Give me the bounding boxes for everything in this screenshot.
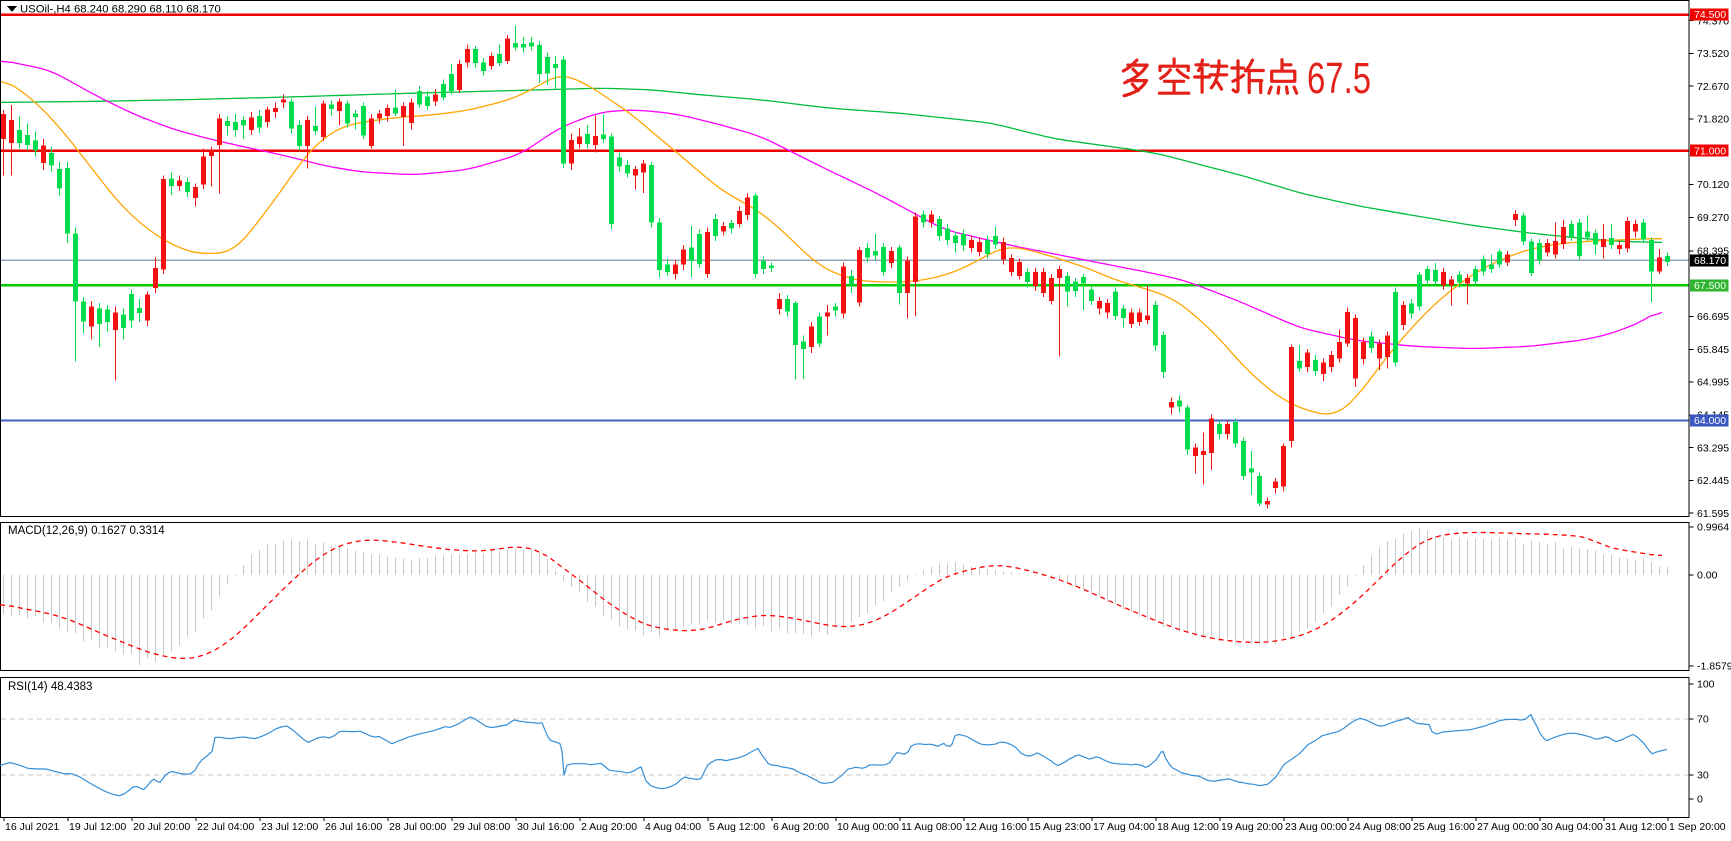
svg-text:MACD(12,26,9) 0.1627 0.3314: MACD(12,26,9) 0.1627 0.3314 xyxy=(8,525,165,537)
svg-text:67.5: 67.5 xyxy=(1307,54,1371,103)
svg-text:69.270: 69.270 xyxy=(1697,212,1729,224)
svg-text:68.170: 68.170 xyxy=(1694,255,1726,267)
svg-text:19 Jul 12:00: 19 Jul 12:00 xyxy=(69,821,126,833)
svg-text:0.9964: 0.9964 xyxy=(1697,522,1729,534)
svg-text:71.000: 71.000 xyxy=(1694,145,1726,157)
svg-text:RSI(14) 48.4383: RSI(14) 48.4383 xyxy=(8,681,92,693)
svg-text:67.500: 67.500 xyxy=(1694,280,1726,292)
svg-text:30 Aug 04:00: 30 Aug 04:00 xyxy=(1541,821,1603,833)
svg-text:20 Jul 20:00: 20 Jul 20:00 xyxy=(133,821,190,833)
svg-text:11 Aug 08:00: 11 Aug 08:00 xyxy=(901,821,962,833)
svg-text:62.445: 62.445 xyxy=(1697,475,1729,487)
svg-text:-1.8579: -1.8579 xyxy=(1697,661,1731,673)
svg-text:100: 100 xyxy=(1697,679,1715,691)
svg-text:1 Sep 20:00: 1 Sep 20:00 xyxy=(1669,821,1726,833)
svg-text:19 Aug 20:00: 19 Aug 20:00 xyxy=(1221,821,1283,833)
svg-text:10 Aug 00:00: 10 Aug 00:00 xyxy=(837,821,899,833)
svg-text:6 Aug 20:00: 6 Aug 20:00 xyxy=(773,821,829,833)
svg-text:0.00: 0.00 xyxy=(1697,570,1718,582)
svg-text:5 Aug 12:00: 5 Aug 12:00 xyxy=(709,821,765,833)
svg-text:72.670: 72.670 xyxy=(1697,81,1729,93)
svg-text:4 Aug 04:00: 4 Aug 04:00 xyxy=(645,821,701,833)
svg-text:31 Aug 12:00: 31 Aug 12:00 xyxy=(1605,821,1667,833)
svg-text:70: 70 xyxy=(1697,714,1709,726)
svg-text:17 Aug 04:00: 17 Aug 04:00 xyxy=(1093,821,1155,833)
svg-text:30 Jul 16:00: 30 Jul 16:00 xyxy=(517,821,574,833)
svg-text:15 Aug 23:00: 15 Aug 23:00 xyxy=(1029,821,1091,833)
svg-text:63.295: 63.295 xyxy=(1697,442,1729,454)
svg-text:12 Aug 16:00: 12 Aug 16:00 xyxy=(965,821,1027,833)
svg-text:22 Jul 04:00: 22 Jul 04:00 xyxy=(197,821,254,833)
svg-text:64.000: 64.000 xyxy=(1694,415,1726,427)
svg-text:25 Aug 16:00: 25 Aug 16:00 xyxy=(1413,821,1475,833)
svg-text:74.500: 74.500 xyxy=(1694,9,1726,21)
svg-text:26 Jul 16:00: 26 Jul 16:00 xyxy=(325,821,382,833)
svg-text:65.845: 65.845 xyxy=(1697,344,1729,356)
svg-text:29 Jul 08:00: 29 Jul 08:00 xyxy=(453,821,510,833)
svg-text:66.695: 66.695 xyxy=(1697,311,1729,323)
svg-text:2 Aug 20:00: 2 Aug 20:00 xyxy=(581,821,637,833)
svg-text:23 Aug 00:00: 23 Aug 00:00 xyxy=(1285,821,1347,833)
svg-text:30: 30 xyxy=(1697,770,1709,782)
svg-text:23 Jul 12:00: 23 Jul 12:00 xyxy=(261,821,318,833)
svg-text:24 Aug 08:00: 24 Aug 08:00 xyxy=(1349,821,1411,833)
svg-text:USOil-,H4 68.240 68.290 68.11: USOil-,H4 68.240 68.290 68.110 68.170 xyxy=(20,4,221,16)
svg-text:73.520: 73.520 xyxy=(1697,48,1729,60)
svg-text:28 Jul 00:00: 28 Jul 00:00 xyxy=(389,821,446,833)
svg-text:16 Jul 2021: 16 Jul 2021 xyxy=(5,821,59,833)
svg-text:18 Aug 12:00: 18 Aug 12:00 xyxy=(1157,821,1219,833)
svg-text:27 Aug 00:00: 27 Aug 00:00 xyxy=(1477,821,1539,833)
svg-text:70.120: 70.120 xyxy=(1697,179,1729,191)
svg-text:71.820: 71.820 xyxy=(1697,114,1729,126)
svg-text:0: 0 xyxy=(1697,794,1703,806)
svg-text:61.595: 61.595 xyxy=(1697,508,1729,520)
svg-text:64.995: 64.995 xyxy=(1697,377,1729,389)
